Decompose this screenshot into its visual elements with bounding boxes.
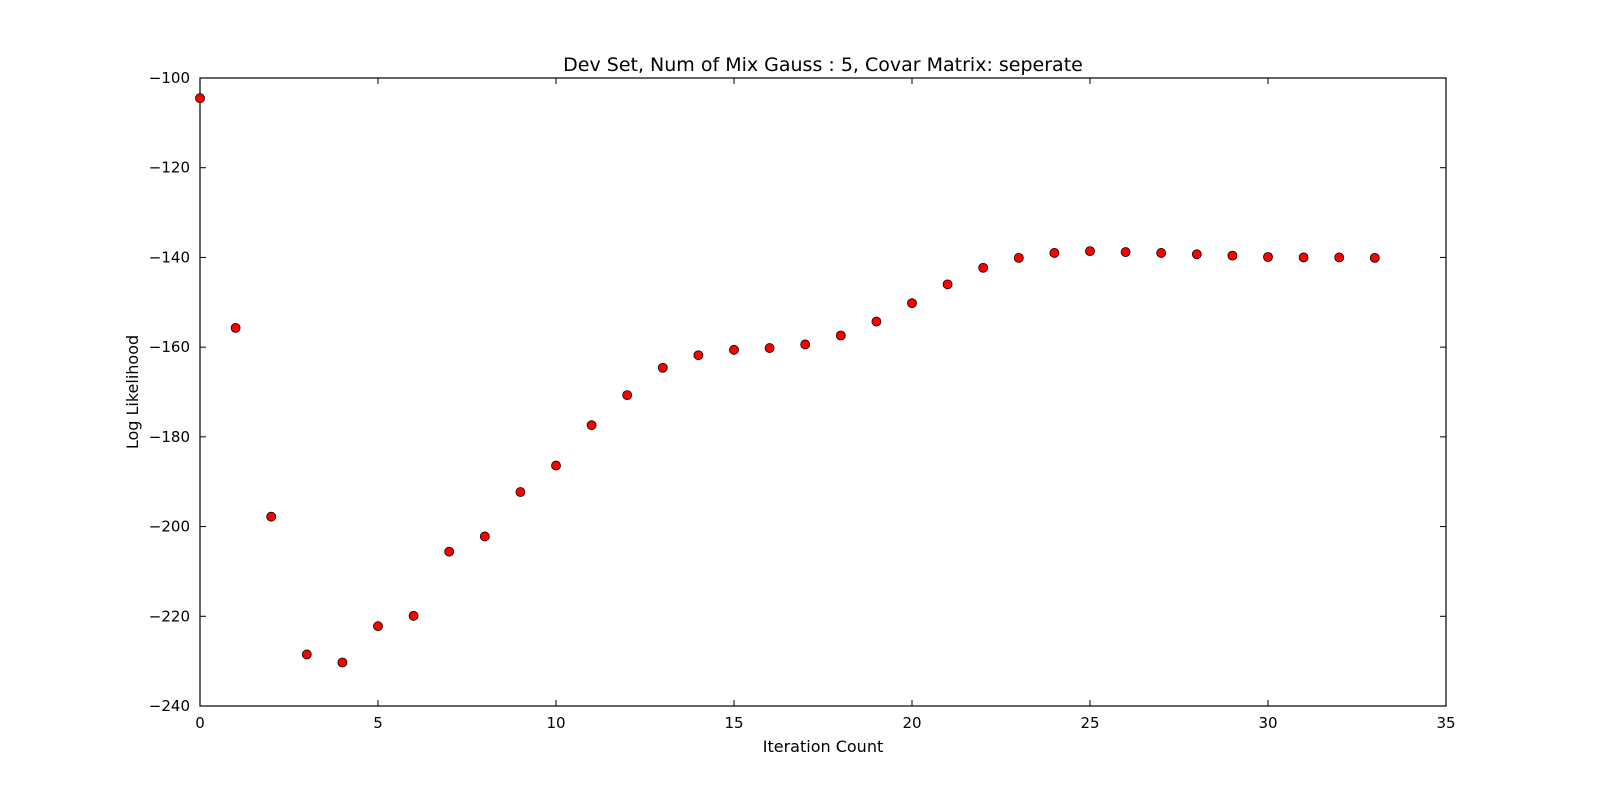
y-tick-label: −140 xyxy=(149,248,190,266)
data-point xyxy=(622,390,633,401)
data-point xyxy=(942,279,953,290)
data-point xyxy=(693,350,704,361)
data-point xyxy=(1191,249,1202,260)
data-point xyxy=(657,362,668,373)
data-point xyxy=(1049,248,1060,258)
data-point xyxy=(301,649,312,660)
data-point xyxy=(266,511,277,522)
data-point xyxy=(907,298,917,309)
y-tick-label: −100 xyxy=(149,69,190,87)
data-point xyxy=(1156,248,1167,258)
y-tick-label: −200 xyxy=(149,518,190,536)
data-point xyxy=(551,460,561,471)
y-tick-label: −160 xyxy=(149,338,190,356)
data-point xyxy=(1334,252,1345,263)
data-point xyxy=(1085,246,1095,257)
x-tick-label: 35 xyxy=(1436,714,1455,732)
x-tick-label: 20 xyxy=(902,714,921,732)
data-point xyxy=(835,330,846,341)
data-point xyxy=(729,344,739,355)
data-point xyxy=(1227,250,1238,261)
data-point xyxy=(1013,252,1024,263)
x-axis-label: Iteration Count xyxy=(763,737,883,756)
y-tick-label: −180 xyxy=(149,428,190,446)
data-point xyxy=(586,420,597,431)
y-tick-label: −240 xyxy=(149,697,190,715)
x-tick-label: 0 xyxy=(195,714,205,732)
chart-title: Dev Set, Num of Mix Gauss : 5, Covar Mat… xyxy=(563,54,1083,76)
data-point xyxy=(230,322,241,333)
x-tick-label: 30 xyxy=(1258,714,1277,732)
data-point xyxy=(195,93,205,104)
data-point xyxy=(871,316,882,327)
x-tick-label: 10 xyxy=(546,714,565,732)
data-point xyxy=(800,339,811,350)
plot-area-frame xyxy=(199,77,1447,707)
data-point xyxy=(1298,252,1309,263)
data-point xyxy=(764,343,775,353)
data-point xyxy=(1263,252,1273,262)
y-tick-label: −120 xyxy=(149,159,190,177)
x-tick-label: 25 xyxy=(1080,714,1099,732)
data-point xyxy=(373,621,383,632)
y-tick-label: −220 xyxy=(149,607,190,625)
data-point xyxy=(515,487,526,497)
x-tick-label: 15 xyxy=(724,714,743,732)
y-axis-label: Log Likelihood xyxy=(123,335,142,449)
data-point xyxy=(408,610,419,621)
data-point xyxy=(1120,247,1131,257)
data-point xyxy=(1369,252,1380,263)
data-point xyxy=(479,531,490,542)
data-point xyxy=(444,546,455,557)
axis-ticks: 0 5 10 15 20 25 30 35 −100 −120 −140 −160 −180 −200 −2… xyxy=(149,69,1456,732)
data-point xyxy=(978,262,989,273)
data-points xyxy=(195,93,1380,668)
data-point xyxy=(337,657,348,668)
x-tick-label: 5 xyxy=(373,714,383,732)
